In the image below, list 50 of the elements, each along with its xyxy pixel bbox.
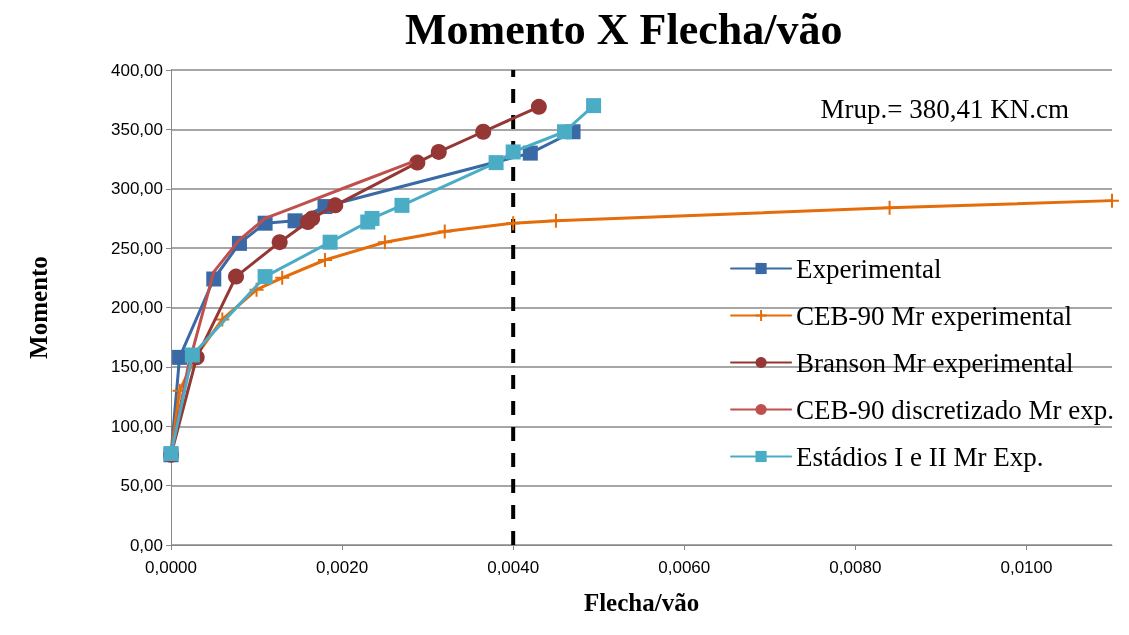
point <box>436 223 453 240</box>
point <box>488 155 504 171</box>
x-tick-label: 0,0100 <box>1000 558 1053 577</box>
point <box>586 98 602 114</box>
point <box>214 311 231 328</box>
y-tick-label: 300,00 <box>111 179 163 199</box>
annotation: Mrup.= 380,41 KN.cm <box>820 93 1070 124</box>
point <box>316 252 333 268</box>
x-tick-label: 0,0060 <box>658 558 711 577</box>
point <box>505 215 522 232</box>
y-tick-label: 0,00 <box>129 535 163 555</box>
point <box>257 269 273 285</box>
point <box>430 143 447 160</box>
legend-label: Estádios I e II Mr Exp. <box>796 441 1044 472</box>
point <box>364 210 380 226</box>
point <box>530 98 547 115</box>
point <box>505 144 521 160</box>
point <box>304 210 321 227</box>
x-tick-label: 0,0000 <box>145 558 197 577</box>
y-tick-label: 350,00 <box>111 119 163 139</box>
point <box>1104 192 1120 209</box>
y-tick-label: 250,00 <box>111 238 163 258</box>
y-tick-label: 150,00 <box>111 357 163 377</box>
point <box>475 123 492 140</box>
y-tick-label: 100,00 <box>111 416 163 436</box>
point <box>322 234 338 250</box>
point <box>376 234 393 251</box>
y-axis-title: Momento <box>25 256 52 359</box>
point <box>228 268 245 285</box>
x-tick-label: 0,0080 <box>829 558 882 577</box>
legend-label: Experimental <box>796 253 942 284</box>
legend-label: CEB-90 discretizado Mr exp. <box>796 394 1115 425</box>
y-tick-label: 400,00 <box>111 60 163 80</box>
point <box>248 281 265 298</box>
point <box>557 124 573 140</box>
point <box>274 269 291 286</box>
x-axis-title: Flecha/vão <box>583 589 700 616</box>
y-tick-label: 50,00 <box>120 476 163 496</box>
point <box>327 197 344 214</box>
point <box>184 347 200 363</box>
y-tick-label: 200,00 <box>111 298 163 317</box>
x-tick-label: 0,0020 <box>316 558 369 577</box>
chart-title: Momento X Flecha/vão <box>405 4 843 54</box>
x-tick-label: 0,0040 <box>487 558 540 577</box>
point <box>394 197 410 213</box>
legend-label: CEB-90 Mr experimental <box>796 300 1073 331</box>
point <box>409 154 426 171</box>
legend-label: Branson Mr experimental <box>796 347 1074 378</box>
point <box>271 234 288 251</box>
point <box>522 145 538 161</box>
